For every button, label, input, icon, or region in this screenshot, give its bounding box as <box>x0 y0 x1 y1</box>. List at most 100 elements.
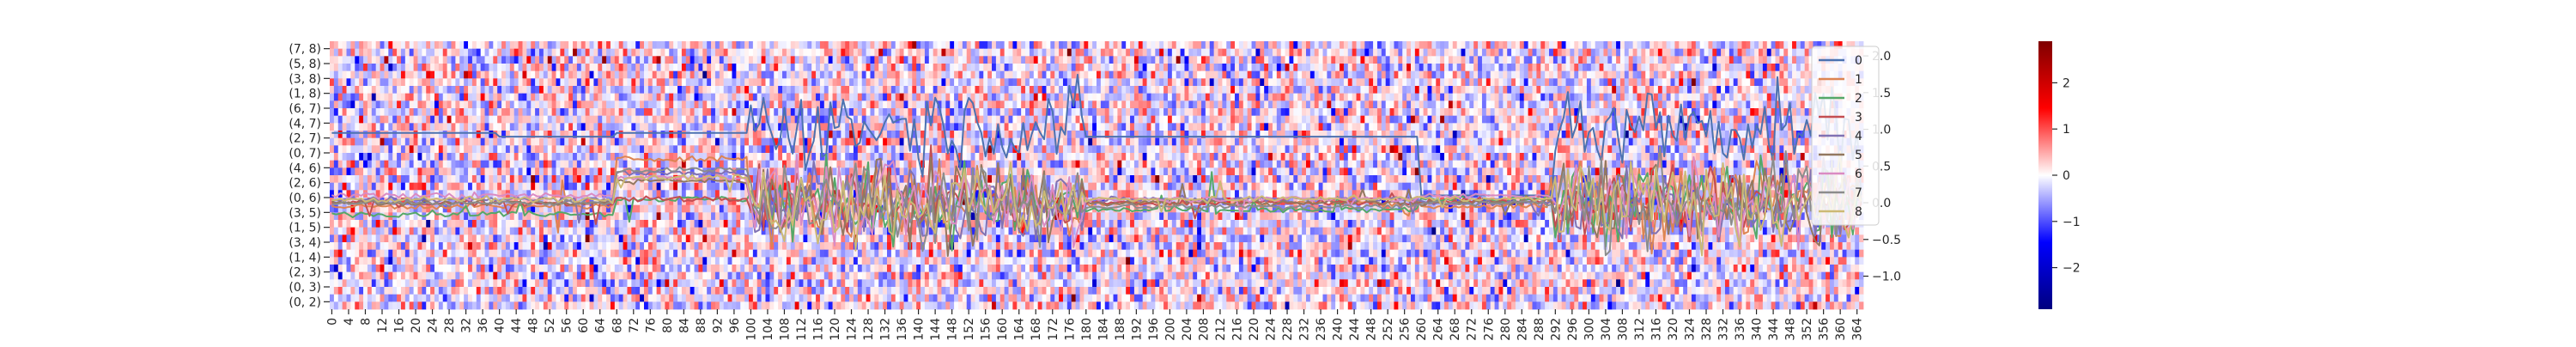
heatmap-cell <box>652 64 658 72</box>
heatmap-cell <box>459 56 465 64</box>
heatmap-cell <box>442 108 448 117</box>
heatmap-cell <box>1163 48 1169 57</box>
heatmap-cell <box>1255 86 1261 94</box>
heatmap-cell <box>652 100 658 109</box>
heatmap-cell <box>769 86 775 94</box>
heatmap-cell <box>355 70 360 79</box>
heatmap-cell <box>1645 78 1650 87</box>
heatmap-cell <box>979 115 984 124</box>
heatmap-cell <box>1721 64 1726 72</box>
heatmap-cell <box>1092 93 1097 101</box>
heatmap-cell <box>1238 56 1244 64</box>
heatmap-cell <box>1176 123 1181 131</box>
heatmap-cell <box>404 100 410 109</box>
heatmap-cell <box>476 64 482 72</box>
heatmap-cell <box>1247 131 1252 139</box>
heatmap-cell <box>1586 108 1592 117</box>
heatmap-cell <box>1360 41 1365 50</box>
heatmap-cell <box>1724 100 1730 109</box>
heatmap-cell <box>459 93 465 101</box>
heatmap-cell <box>543 64 549 72</box>
heatmap-cell <box>1146 56 1151 64</box>
heatmap-cell <box>585 93 590 101</box>
heatmap-cell <box>1779 64 1784 72</box>
heatmap-cell <box>656 56 661 64</box>
heatmap-cell <box>685 100 691 109</box>
heatmap-cell <box>1469 93 1474 101</box>
heatmap-cell <box>836 78 841 87</box>
heatmap-cell <box>1632 131 1637 139</box>
heatmap-cell <box>1389 64 1394 72</box>
heatmap-cell <box>1804 78 1809 87</box>
heatmap-cell <box>535 137 540 146</box>
heatmap-cell <box>1436 123 1441 131</box>
heatmap-cell <box>983 56 988 64</box>
heatmap-cell <box>1331 131 1336 139</box>
heatmap-cell <box>1612 41 1617 50</box>
heatmap-cell <box>585 48 590 57</box>
heatmap-cell <box>1360 100 1365 109</box>
heatmap-cell <box>1536 108 1541 117</box>
heatmap-cell <box>950 86 955 94</box>
heatmap-cell <box>1247 48 1252 57</box>
heatmap-cell <box>568 86 574 94</box>
heatmap-cell <box>1343 78 1349 87</box>
heatmap-cell <box>1724 48 1730 57</box>
heatmap-cell <box>1536 86 1541 94</box>
heatmap-cell <box>1712 41 1717 50</box>
heatmap-cell <box>518 100 523 109</box>
heatmap-cell <box>464 100 469 109</box>
heatmap-cell <box>1838 41 1843 50</box>
heatmap-cell <box>903 131 908 139</box>
heatmap-cell <box>355 48 360 57</box>
heatmap-cell <box>1184 78 1189 87</box>
heatmap-cell <box>1302 78 1307 87</box>
heatmap-cell <box>476 93 482 101</box>
heatmap-cell <box>883 86 888 94</box>
heatmap-cell <box>987 131 993 139</box>
heatmap-cell <box>1461 100 1466 109</box>
heatmap-cell <box>1264 78 1269 87</box>
heatmap-cell <box>1728 108 1735 117</box>
heatmap-cell <box>1075 108 1080 117</box>
heatmap-cell <box>756 78 762 87</box>
heatmap-cell <box>392 64 398 72</box>
heatmap-cell <box>1523 41 1529 50</box>
heatmap-cell <box>1481 56 1487 64</box>
heatmap-cell <box>1188 86 1194 94</box>
heatmap-cell <box>1733 108 1739 117</box>
heatmap-cell <box>1612 64 1617 72</box>
heatmap-cell <box>861 78 867 87</box>
heatmap-cell <box>895 131 901 139</box>
heatmap-cell <box>1712 70 1717 79</box>
heatmap-cell <box>1238 108 1244 117</box>
heatmap-cell <box>823 131 829 139</box>
heatmap-cell <box>635 70 641 79</box>
heatmap-cell <box>1733 41 1739 50</box>
heatmap-cell <box>1046 131 1051 139</box>
heatmap-cell <box>1247 123 1252 131</box>
heatmap-cell <box>786 123 792 131</box>
heatmap-cell <box>535 93 540 101</box>
heatmap-cell <box>1130 137 1135 146</box>
heatmap-cell <box>908 93 913 101</box>
heatmap-cell <box>333 78 339 87</box>
heatmap-cell <box>480 56 485 64</box>
heatmap-cell <box>1314 93 1320 101</box>
heatmap-cell <box>1766 78 1772 87</box>
heatmap-cell <box>1519 56 1525 64</box>
heatmap-cell <box>962 48 968 57</box>
heatmap-cell <box>995 70 1001 79</box>
heatmap-cell <box>1238 86 1244 94</box>
heatmap-cell <box>538 137 544 146</box>
heatmap-cell <box>979 41 984 50</box>
heatmap-cell <box>832 48 837 57</box>
heatmap-cell <box>1528 70 1533 79</box>
heatmap-cell <box>573 41 578 50</box>
heatmap-cell <box>1565 41 1571 50</box>
heatmap-cell <box>983 86 988 94</box>
heatmap-cell <box>1654 86 1659 94</box>
heatmap-cell <box>1193 78 1198 87</box>
heatmap-cell <box>1356 48 1361 57</box>
heatmap-cell <box>828 48 833 57</box>
